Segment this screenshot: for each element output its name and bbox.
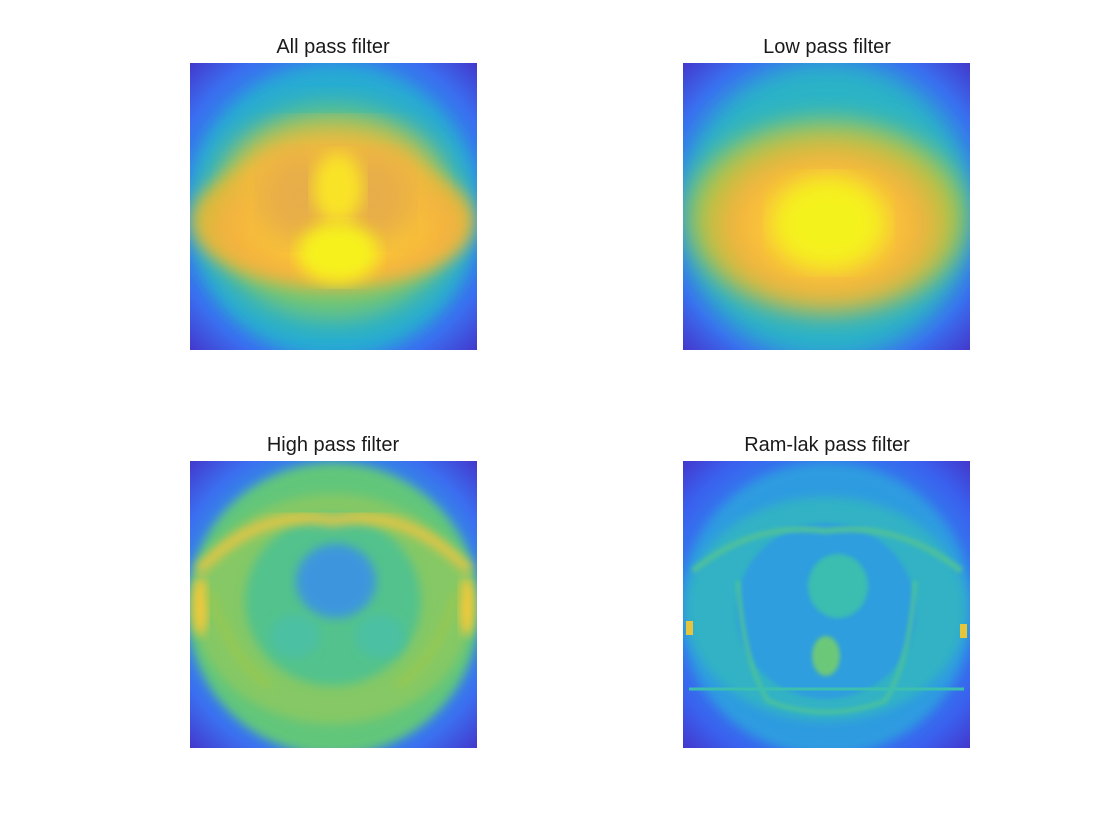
ct-image-low-pass bbox=[683, 63, 970, 350]
panel-title-high-pass: High pass filter bbox=[266, 434, 400, 456]
panel-title-ram-lak: Ram-lak pass filter bbox=[744, 434, 910, 456]
panel-title-low-pass: Low pass filter bbox=[763, 36, 891, 58]
panel-title-all-pass: All pass filter bbox=[276, 36, 390, 58]
ct-image-high-pass bbox=[190, 461, 477, 748]
ct-image-all-pass bbox=[190, 63, 477, 350]
ct-image-ram-lak bbox=[683, 461, 970, 748]
